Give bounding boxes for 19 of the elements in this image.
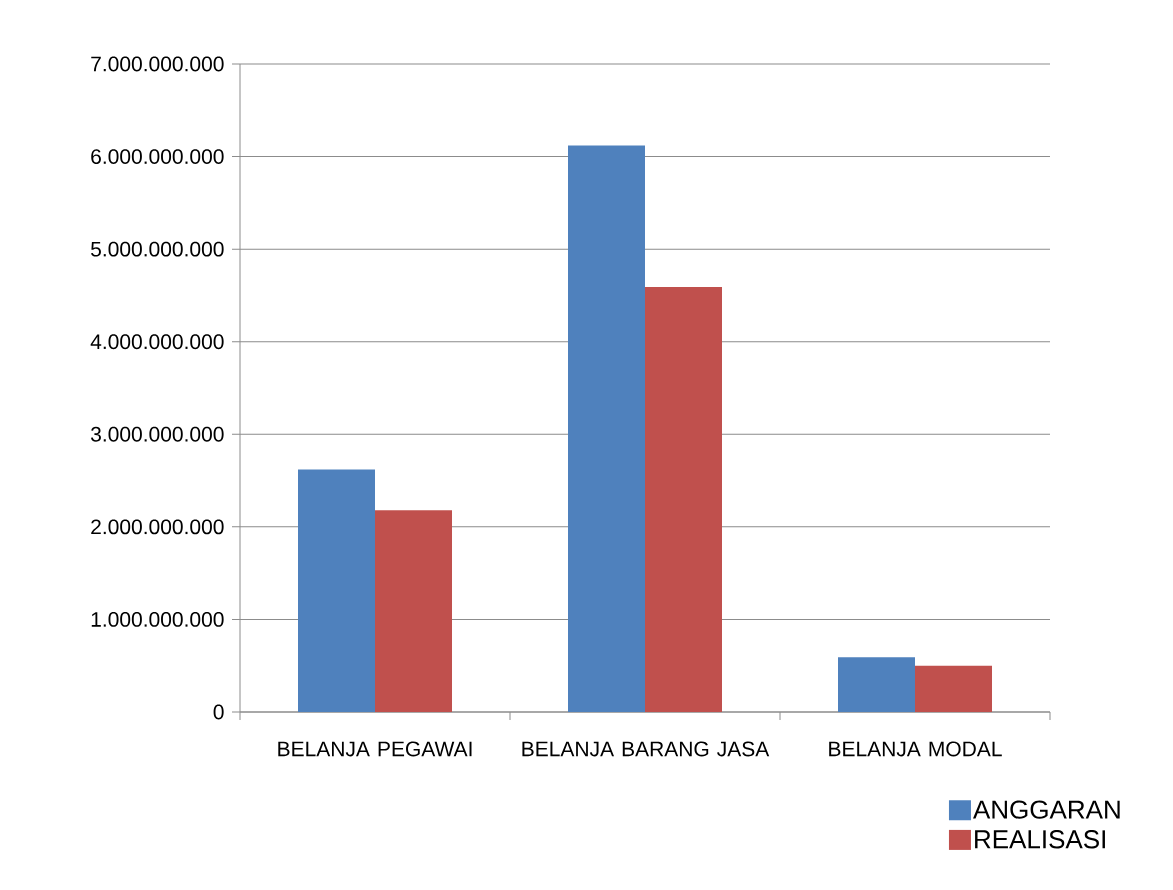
bar	[375, 510, 453, 712]
legend-label: REALISASI	[975, 830, 1105, 849]
x-tick-label: BELANJA PEGAWAI	[278, 741, 472, 757]
y-tick-label: 7.000.000.000	[91, 56, 224, 72]
y-tick-label: 4.000.000.000	[90, 334, 224, 350]
x-tick-label: BELANJA BARANG JASA	[522, 741, 770, 757]
legend-label: ANGGARAN	[973, 800, 1120, 819]
y-tick-label: 3.000.000.000	[90, 426, 224, 442]
y-tick-label: 2.000.000.000	[91, 519, 224, 535]
y-tick-label: 0	[213, 704, 224, 720]
bar	[838, 657, 915, 712]
y-tick-label: 6.000.000.000	[91, 149, 224, 164]
y-tick-label: 1.000.000.000	[91, 611, 224, 627]
bar	[645, 287, 722, 712]
bar	[298, 469, 375, 712]
bar	[915, 665, 992, 712]
x-tick-label: BELANJA MODAL	[829, 741, 1002, 757]
bar	[568, 145, 645, 712]
y-tick-label: 5.000.000.000	[91, 241, 224, 257]
